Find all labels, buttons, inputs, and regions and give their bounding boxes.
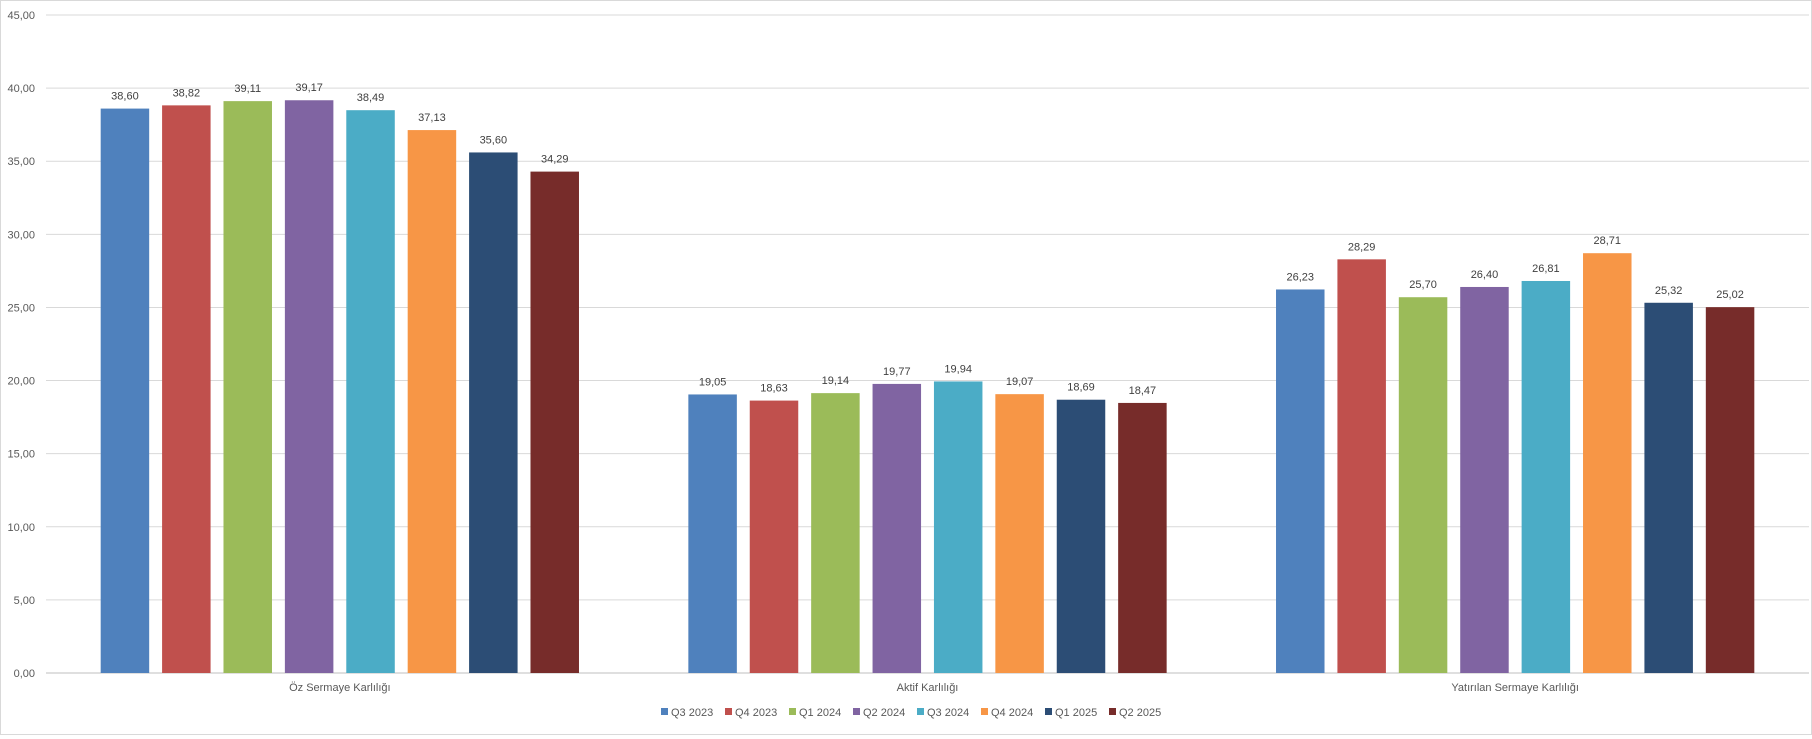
data-label: 19,05	[699, 376, 727, 388]
y-tick-label: 20,00	[7, 376, 35, 388]
y-tick-label: 10,00	[7, 522, 35, 534]
legend-swatch	[789, 708, 796, 715]
legend-label: Q2 2025	[1119, 707, 1161, 719]
y-tick-label: 5,00	[14, 595, 35, 607]
data-label: 25,02	[1716, 289, 1744, 301]
data-label: 26,40	[1471, 269, 1499, 281]
y-tick-label: 45,00	[7, 10, 35, 22]
data-label: 25,32	[1655, 285, 1683, 297]
y-axis-ticks: 0,00 5,00 10,00 15,00 20,00 25,00 30,00 35,00 40…	[7, 10, 35, 680]
bar-q1-2024	[811, 393, 860, 673]
bar-q3-2023	[688, 394, 737, 673]
y-tick-label: 35,00	[7, 156, 35, 168]
data-label: 18,63	[760, 383, 788, 395]
data-label: 18,69	[1067, 382, 1095, 394]
data-label: 26,23	[1287, 271, 1315, 283]
data-label: 34,29	[541, 154, 569, 166]
data-label: 26,81	[1532, 263, 1560, 275]
data-label: 19,94	[944, 363, 972, 375]
y-tick-label: 30,00	[7, 229, 35, 241]
data-label: 25,70	[1409, 279, 1437, 291]
legend-swatch	[853, 708, 860, 715]
data-label: 39,11	[234, 83, 261, 95]
bar-q4-2023	[749, 400, 799, 673]
x-category-label: Öz Sermaye Karlılığı	[289, 682, 390, 694]
legend-label: Q3 2023	[671, 707, 713, 719]
bar-q2-2025	[1118, 402, 1167, 673]
legend-swatch	[981, 708, 988, 715]
bar-q4-2023	[1337, 259, 1386, 673]
bar-q3-2023	[1276, 289, 1325, 673]
legend: Q3 2023 Q4 2023 Q1 2024 Q2 2024 Q3 2024 Q4 20…	[661, 707, 1161, 719]
bars	[100, 100, 1755, 674]
x-axis-categories: Öz Sermaye Karlılığı Aktif Karlılığı Yatır…	[289, 682, 1579, 694]
bar-q4-2023	[162, 105, 211, 673]
data-label: 28,29	[1348, 241, 1376, 253]
bar-q2-2024	[872, 383, 922, 673]
bar-q2-2024	[284, 100, 334, 673]
bar-q4-2024	[1583, 253, 1632, 674]
legend-swatch	[725, 708, 732, 715]
bar-q2-2024	[1460, 286, 1509, 673]
bar-q2-2025	[530, 171, 579, 673]
x-category-label: Yatırılan Sermaye Karlılığı	[1451, 682, 1579, 694]
legend-swatch	[1045, 708, 1052, 715]
y-tick-label: 25,00	[7, 302, 35, 314]
data-label: 18,47	[1129, 385, 1157, 397]
y-tick-label: 0,00	[14, 668, 35, 680]
gridlines	[46, 14, 1809, 674]
data-label: 35,60	[480, 134, 508, 146]
legend-swatch	[661, 708, 668, 715]
bar-q1-2025	[1644, 302, 1693, 673]
data-label: 38,49	[357, 92, 385, 104]
bar-q3-2023	[100, 108, 150, 674]
bar-q1-2024	[1398, 297, 1448, 673]
legend-label: Q1 2025	[1055, 707, 1097, 719]
bar-q3-2024	[933, 381, 983, 673]
data-label: 39,17	[295, 82, 323, 94]
bar-q2-2025	[1705, 307, 1755, 673]
data-label: 38,60	[111, 91, 139, 103]
data-label: 37,13	[418, 112, 446, 124]
legend-label: Q4 2024	[991, 707, 1033, 719]
bar-q3-2024	[346, 110, 395, 673]
bar-q1-2024	[223, 101, 272, 674]
legend-label: Q3 2024	[927, 707, 969, 719]
legend-label: Q2 2024	[863, 707, 905, 719]
data-label: 19,77	[883, 366, 911, 378]
bar-q4-2024	[407, 130, 457, 673]
legend-swatch	[917, 708, 924, 715]
data-label: 19,14	[822, 375, 850, 387]
legend-label: Q1 2024	[799, 707, 841, 719]
y-tick-label: 15,00	[7, 449, 35, 461]
data-label: 28,71	[1594, 235, 1622, 247]
bar-q3-2024	[1521, 280, 1571, 673]
x-category-label: Aktif Karlılığı	[897, 682, 959, 694]
bar-q1-2025	[1056, 399, 1106, 673]
data-labels: 38,60 38,82 39,11 39,17 38,49 37,13 35,60 34,29…	[111, 82, 1744, 397]
legend-label: Q4 2023	[735, 707, 777, 719]
legend-swatch	[1109, 708, 1116, 715]
y-tick-label: 40,00	[7, 83, 35, 95]
bar-q4-2024	[995, 394, 1044, 673]
bar-q1-2025	[469, 152, 518, 674]
data-label: 38,82	[173, 87, 201, 99]
data-label: 19,07	[1006, 376, 1034, 388]
